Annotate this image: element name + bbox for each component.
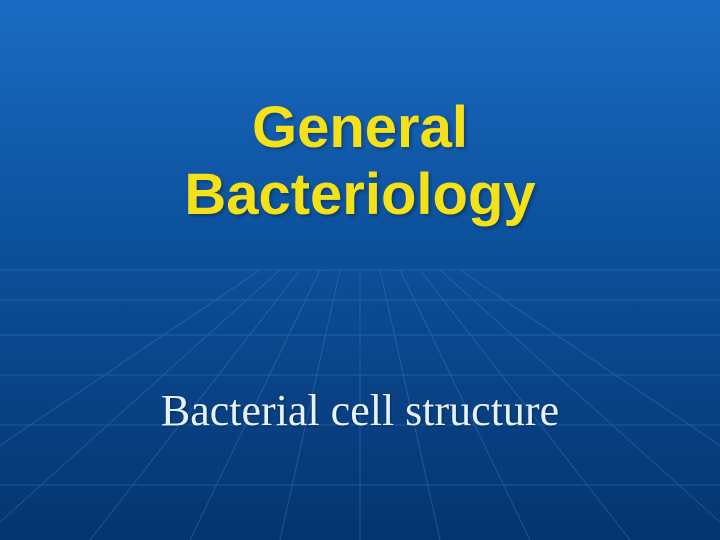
slide-title: General Bacteriology — [0, 95, 720, 228]
slide-subtitle: Bacterial cell structure — [0, 385, 720, 436]
slide-container: General Bacteriology Bacterial cell stru… — [0, 0, 720, 540]
title-line-2: Bacteriology — [0, 162, 720, 229]
background-grid — [0, 0, 720, 540]
title-line-1: General — [0, 95, 720, 162]
